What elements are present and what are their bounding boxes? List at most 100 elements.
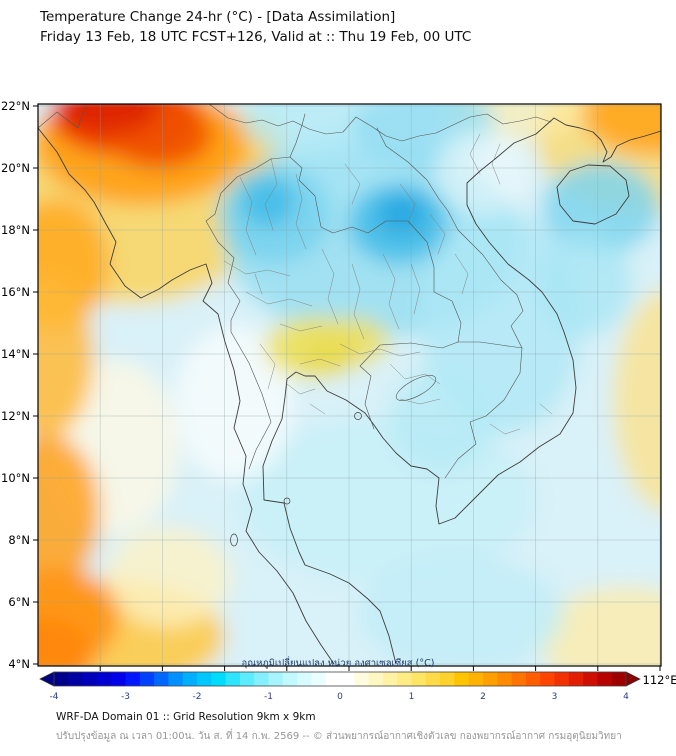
colorbar-segment [568,672,584,686]
colorbar-segment [197,672,212,686]
phuket-island [230,533,238,547]
lat-tick-label: 8°N [8,533,30,547]
colorbar-tick-label: -3 [121,692,130,702]
colorbar-segment [68,672,83,686]
mekong-north [289,113,306,158]
colorbar-segment [211,672,226,686]
coastline-west [38,127,335,665]
colorbar-segment [368,672,384,686]
samui-island [283,497,291,505]
temp-anomaly-blob [302,338,359,376]
map-subtitle: Friday 13 Feb, 18 UTC FCST+126, Valid at… [40,29,472,45]
colorbar-outline [53,671,627,687]
lat-tick-label: 12°N [1,409,30,423]
colorbar-segment [268,672,284,686]
colorbar-segment [497,672,512,686]
colorbar-tick-label: 1 [409,692,415,702]
lat-tick-label: 16°N [1,285,30,299]
lat-tick-label: 18°N [1,223,30,237]
title-block: Temperature Change 24-hr (°C) - [Data As… [40,7,471,47]
colorbar-segment [597,672,613,686]
colorbar-segment [340,672,355,686]
temp-anomaly-blob [240,177,297,227]
colorbar-segment [525,672,541,686]
colorbar-segment [511,672,527,686]
colorbar-segment [611,672,627,686]
lat-tick-label: 4°N [8,657,30,671]
colorbar-segment [54,672,69,686]
colorbar-tick-label: 2 [480,692,486,702]
footer-domain-info: WRF-DA Domain 01 :: Grid Resolution 9km … [56,711,316,723]
map-canvas: 94°E96°E98°E100°E102°E104°E106°E108°E110… [1,99,676,687]
colorbar-segment [96,672,112,686]
colorbar-segment [483,672,498,686]
temp-anomaly-blob [106,527,231,627]
border-thailand-laos-mekong [289,156,462,343]
grid-lines [38,104,661,666]
temperature-field [38,104,661,666]
lat-tick-label: 14°N [1,347,30,361]
colorbar-tick-label: -1 [264,692,273,702]
colorbar: -4 -3 -2 -1 0 1 2 3 4 [39,671,641,702]
lat-tick-label: 10°N [1,471,30,485]
colorbar-segment [354,672,369,686]
colorbar-segment [382,672,398,686]
temp-anomaly-blob [38,276,94,438]
colorbar-segment [468,672,484,686]
temp-anomaly-blob [53,104,160,134]
temp-anomaly-blob [538,586,661,666]
colorbar-segment [311,672,327,686]
colorbar-segment [282,672,298,686]
colorbar-right-arrow [625,671,641,687]
map-title: Temperature Change 24-hr (°C) - [Data As… [40,9,396,25]
lat-tick-label: 22°N [1,99,30,113]
colorbar-segment [454,672,470,686]
coastline-east [262,117,577,665]
province-borders [223,133,553,435]
colorbar-segment [583,672,598,686]
temp-anomaly-blob [582,104,661,156]
border-thailand-cambodia [359,341,459,430]
temp-anomaly-blob [38,434,101,590]
colorbar-segment [82,672,98,686]
tonle-sap-lake [395,375,437,401]
colorbar-tick-label: 3 [552,692,558,702]
colorbar-label: อุณหภูมิเปลี่ยนแปลง หน่วย องศาเซลเซียส (… [241,658,435,669]
coastline-china [553,117,661,163]
border-laos-cambodia [457,341,523,349]
colorbar-tick-label: -4 [50,692,59,702]
border-india-myanmar [38,105,86,129]
lon-tick-label: 112°E [643,673,676,687]
colorbar-segment [425,672,441,686]
geography [38,104,661,665]
colorbar-segment [254,672,269,686]
colorbar-segment [297,672,312,686]
temp-anomaly-blob [38,617,94,666]
temp-anomaly-blob [240,104,371,156]
colorbar-segment [182,672,198,686]
colorbar-segment [325,672,341,686]
colorbar-left-arrow [39,671,55,687]
border-myanmar-thailand [205,156,291,470]
temp-anomaly-blob [436,127,530,215]
colorbar-tick-label: 4 [623,692,629,702]
hainan-island [556,164,630,225]
temp-anomaly-blob [358,555,564,666]
colorbar-segment [554,672,570,686]
footer-update-credit: ปรับปรุงข้อมูล ณ เวลา 01:00น. วัน ส. ที่… [56,731,622,742]
colorbar-segment [168,672,184,686]
colorbar-segment [154,672,169,686]
colorbar-segment [225,672,241,686]
colorbar-segment [440,672,455,686]
lat-tick-label: 20°N [1,161,30,175]
colorbar-segment [111,672,126,686]
temp-anomaly-blob [377,192,427,237]
temp-anomaly-blob [538,230,633,336]
temp-anomaly-blob [174,326,293,482]
temp-anomaly-blob [541,161,661,255]
kohchang-island [354,412,362,420]
colorbar-segment [139,672,155,686]
colorbar-segment [540,672,555,686]
lat-tick-label: 6°N [8,595,30,609]
